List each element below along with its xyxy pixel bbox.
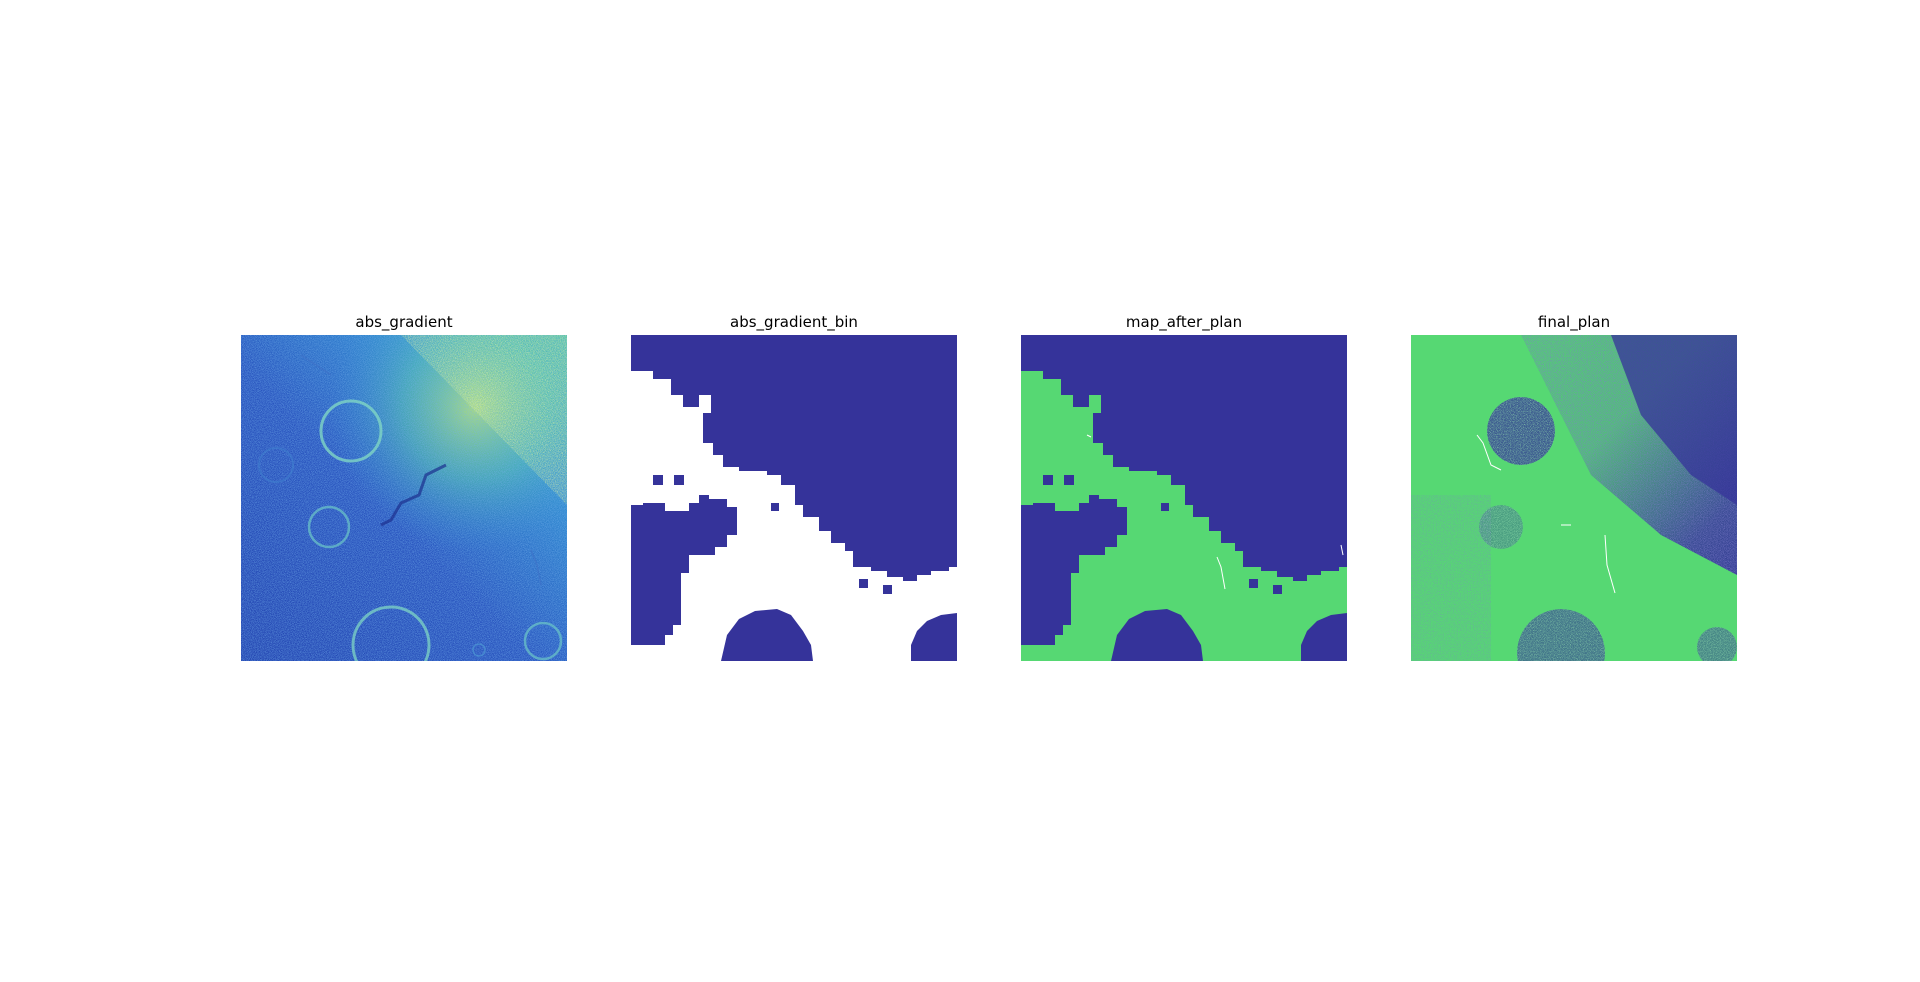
map-after-plan-image bbox=[1021, 335, 1347, 661]
abs-gradient-bin-image bbox=[631, 335, 957, 661]
panel-title: map_after_plan bbox=[1125, 313, 1243, 331]
panel-title: final_plan bbox=[1537, 313, 1611, 331]
panel-title: abs_gradient bbox=[355, 313, 453, 331]
abs-gradient-image bbox=[241, 335, 567, 661]
panel-title: abs_gradient_bin bbox=[730, 313, 858, 331]
final-plan-image bbox=[1411, 335, 1737, 661]
